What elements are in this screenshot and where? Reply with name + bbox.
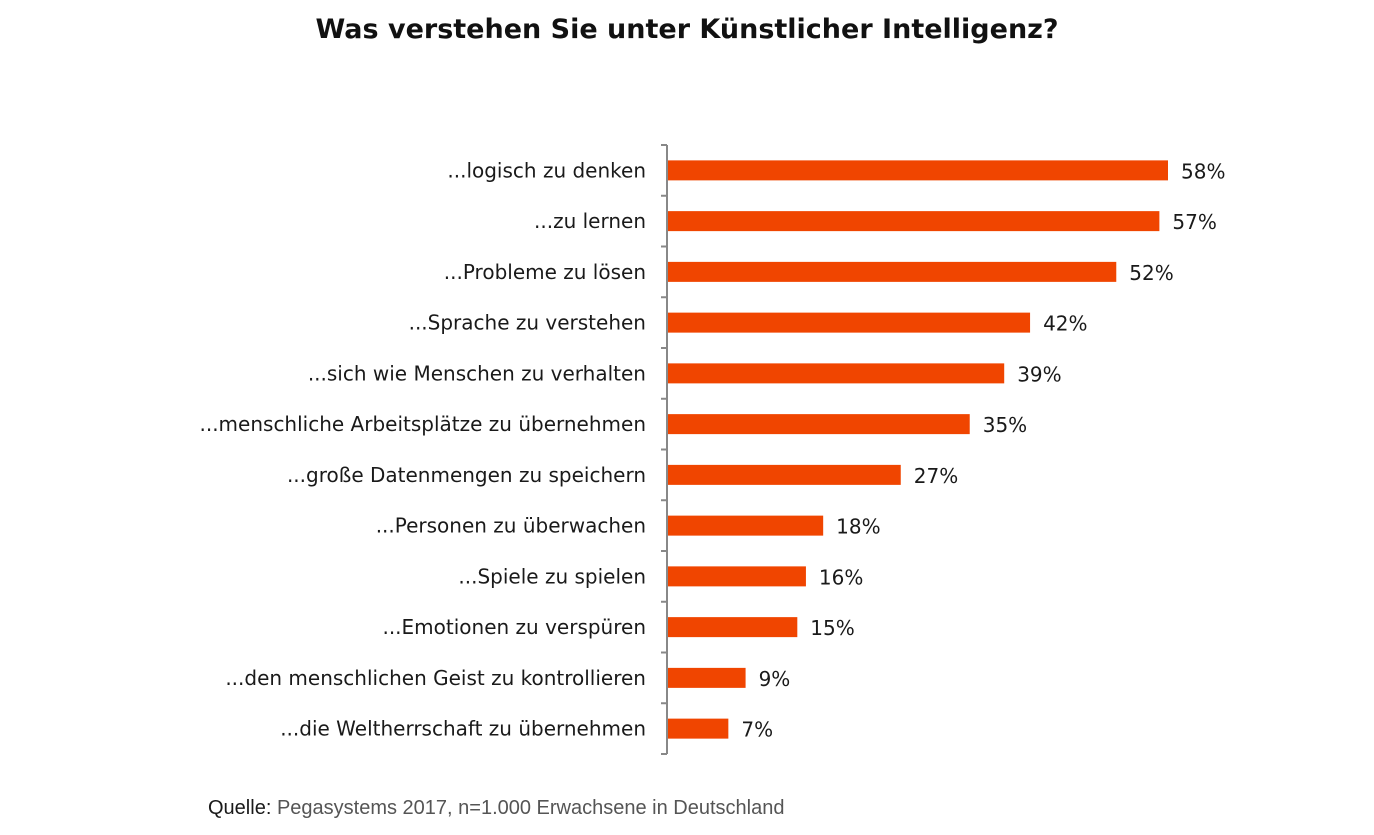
- category-label: ...logisch zu denken: [447, 158, 646, 182]
- source-label: Quelle:: [208, 797, 272, 819]
- bar: [668, 718, 729, 739]
- y-axis: [661, 144, 668, 755]
- category-label: ...zu lernen: [534, 209, 646, 233]
- category-label: ...Sprache zu verstehen: [409, 311, 646, 335]
- category-label: ...sich wie Menschen zu verhalten: [308, 361, 646, 385]
- bar: [668, 617, 798, 638]
- data-label: 58%: [1181, 159, 1225, 183]
- value-labels: 58% 57% 52% 42% 39% 35% 27% 18% 16% 15% 9% 7%: [741, 159, 1225, 741]
- data-label: 18%: [836, 515, 880, 539]
- bar: [668, 363, 1005, 384]
- data-label: 15%: [810, 616, 854, 640]
- bars: [668, 160, 1168, 739]
- category-label: ...den menschlichen Geist zu kontrollier…: [225, 666, 646, 690]
- category-label: ...menschliche Arbeitsplätze zu übernehm…: [199, 412, 646, 436]
- data-label: 52%: [1129, 261, 1173, 285]
- bar: [668, 667, 746, 688]
- data-label: 9%: [759, 667, 791, 691]
- category-labels: ...logisch zu denken ...zu lernen ...Probl…: [199, 158, 646, 740]
- bar: [668, 312, 1031, 333]
- source-text: Pegasystems 2017, n=1.000 Erwachsene in …: [276, 797, 785, 819]
- data-label: 27%: [914, 464, 958, 488]
- data-label: 7%: [741, 718, 773, 742]
- data-label: 16%: [819, 565, 863, 589]
- data-label: 42%: [1043, 312, 1087, 336]
- bar: [668, 261, 1117, 282]
- bar: [668, 566, 806, 587]
- chart-title: Was verstehen Sie unter Künstlicher Inte…: [315, 14, 1059, 45]
- category-label: ...Personen zu überwachen: [376, 514, 646, 538]
- bar: [668, 211, 1160, 232]
- bar: [668, 414, 970, 435]
- source-note: Quelle: Pegasystems 2017, n=1.000 Erwach…: [208, 797, 784, 820]
- bar: [668, 160, 1168, 181]
- category-label: ...Spiele zu spielen: [458, 564, 646, 588]
- data-label: 57%: [1172, 210, 1216, 234]
- data-label: 35%: [983, 413, 1027, 437]
- bar: [668, 515, 824, 536]
- category-label: ...Probleme zu lösen: [444, 260, 646, 284]
- category-label: ...die Weltherrschaft zu übernehmen: [280, 717, 646, 741]
- category-label: ...große Datenmengen zu speichern: [287, 463, 646, 487]
- data-label: 39%: [1017, 362, 1061, 386]
- bar: [668, 464, 901, 485]
- category-label: ...Emotionen zu verspüren: [382, 615, 646, 639]
